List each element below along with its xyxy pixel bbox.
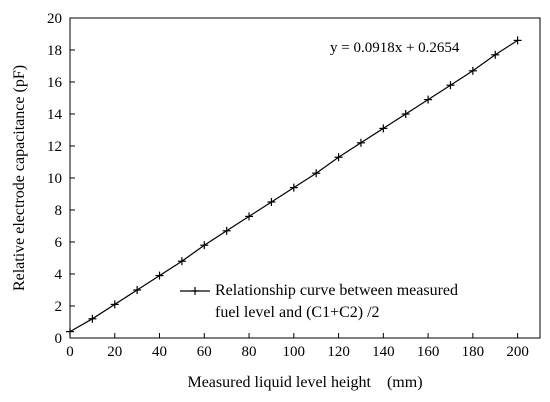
y-tick-label: 6 — [55, 235, 63, 251]
x-tick-label: 160 — [417, 344, 440, 360]
data-point — [356, 138, 365, 147]
y-tick-label: 10 — [47, 171, 62, 187]
data-point — [88, 314, 97, 323]
data-point — [513, 36, 522, 45]
data-point — [379, 124, 388, 133]
x-tick-label: 20 — [107, 344, 122, 360]
y-tick-label: 0 — [55, 331, 63, 347]
ticks-layer: 0 20 40 60 80 100 120 140 160 180 200 0 2 4 6 8 10 12 14 16… — [47, 11, 529, 360]
legend: Relationship curve between measured fuel… — [180, 282, 458, 321]
data-point — [446, 81, 455, 90]
x-tick-label: 120 — [327, 344, 350, 360]
x-tick-label: 80 — [242, 344, 257, 360]
data-point — [334, 153, 343, 162]
data-point — [222, 226, 231, 235]
x-tick-label: 60 — [197, 344, 212, 360]
data-point — [267, 198, 276, 206]
data-point — [200, 241, 209, 250]
y-tick-label: 18 — [47, 43, 62, 59]
data-point — [66, 327, 74, 336]
data-point — [110, 300, 119, 309]
series-layer — [66, 36, 522, 336]
data-point — [401, 110, 410, 118]
data-point — [155, 271, 164, 280]
y-tick-label: 4 — [55, 267, 63, 283]
data-point — [133, 286, 142, 294]
x-tick-label: 40 — [152, 344, 167, 360]
data-point — [491, 50, 500, 59]
data-point — [468, 66, 477, 75]
x-tick-label: 200 — [506, 344, 529, 360]
y-tick-label: 14 — [47, 107, 63, 123]
y-tick-label: 2 — [55, 299, 63, 315]
x-tick-label: 100 — [283, 344, 306, 360]
y-tick-label: 8 — [55, 203, 63, 219]
y-axis-label: Relative electrode capacitance (pF) — [11, 65, 28, 291]
legend-text-line2: fuel level and (C1+C2) /2 — [215, 304, 380, 321]
trendline-equation: y = 0.0918x + 0.2654 — [330, 40, 460, 56]
x-tick-label: 140 — [372, 344, 395, 360]
data-point — [289, 183, 298, 192]
y-tick-label: 12 — [47, 139, 62, 155]
x-tick-label: 0 — [66, 344, 74, 360]
legend-text-line1: Relationship curve between measured — [215, 282, 458, 299]
y-tick-label: 16 — [47, 75, 63, 91]
data-point — [177, 257, 186, 266]
data-point — [312, 169, 321, 178]
x-axis-label: Measured liquid level height (mm) — [187, 374, 422, 391]
data-point — [245, 212, 254, 221]
y-tick-label: 20 — [47, 11, 62, 27]
data-point — [424, 95, 433, 104]
x-tick-label: 180 — [462, 344, 485, 360]
